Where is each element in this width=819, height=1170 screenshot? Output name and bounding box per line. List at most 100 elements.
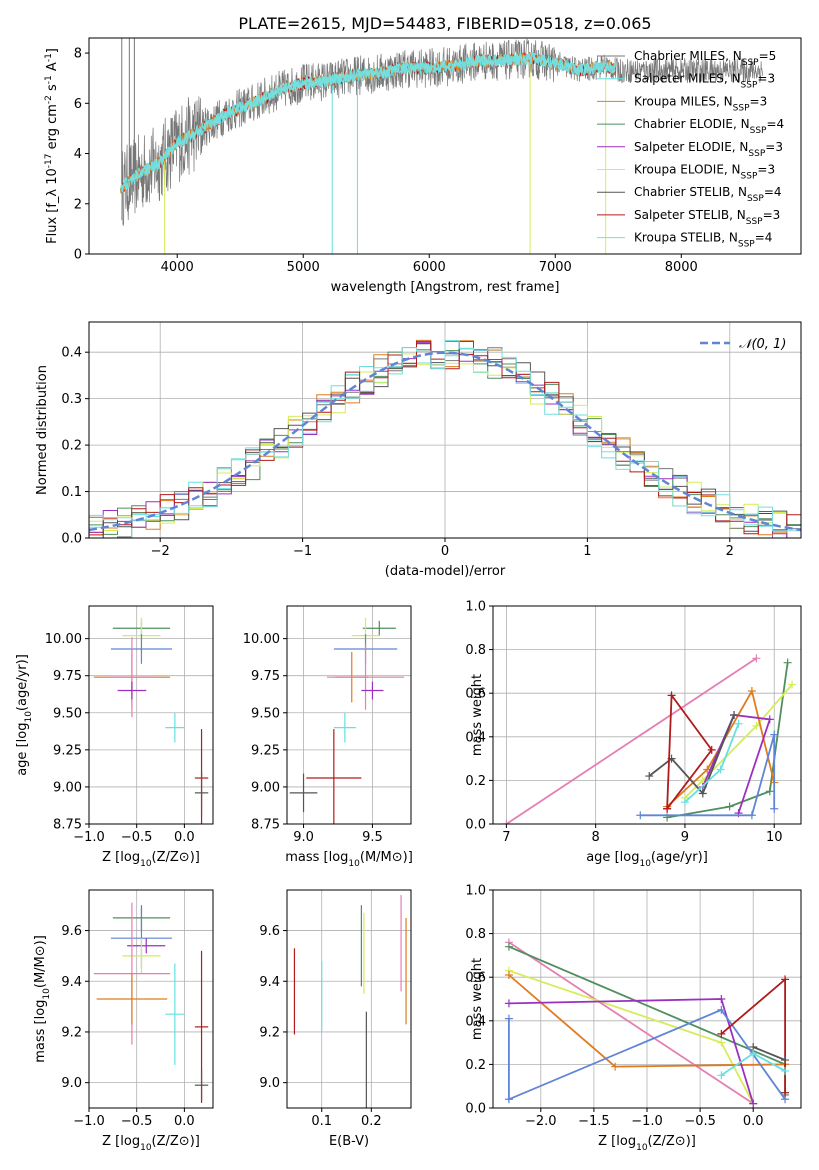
mass_weight_vs_age-marker-kroupa_miles-2 xyxy=(747,687,756,696)
mass_vs_Z-xlabel: Z [log10(Z/Z⊙)] xyxy=(102,1134,200,1153)
mass_weight_vs_age-panel: 7 8 9 10 0.0 0.2 0.4 0.6 0.8 1.0 age [log10(age/yr… xyxy=(465,600,802,869)
residuals-xtick-label-1: −1 xyxy=(293,544,312,559)
mass_vs_Z-ytick-label-2: 9.4 xyxy=(61,975,82,990)
mass_vs_ebv-ytick-label-0: 9.0 xyxy=(259,1076,280,1091)
residuals-ytick-label-0: 0.0 xyxy=(61,532,82,547)
spectrum-legend-label-7: Salpeter STELIB, NSSP=3 xyxy=(634,208,780,227)
spectrum-legend-label-8: Kroupa STELIB, NSSP=4 xyxy=(634,231,772,250)
age_vs_mass-ytick-label-5: 10.00 xyxy=(243,632,280,647)
mass_weight_vs_age-ytick-label-4: 0.8 xyxy=(465,643,486,658)
residuals-xlabel: (data-model)/error xyxy=(385,564,506,579)
mass_weight_vs_Z-ytick-label-4: 0.8 xyxy=(465,927,486,942)
mass_vs_ebv-ytick-label-1: 9.2 xyxy=(259,1025,280,1040)
spectrum-ytick-label-3: 6 xyxy=(74,97,82,112)
mass_weight_vs_age-frame xyxy=(492,605,802,825)
age_vs_mass-ytick-label-4: 9.75 xyxy=(251,669,280,684)
mass_vs_ebv-xtick-label-0: 0.1 xyxy=(311,1114,332,1129)
mass_weight_vs_Z-xtick-label-3: −0.5 xyxy=(684,1114,716,1129)
spectrum-ylabel: Flux [f_λ 10-17 erg cm-2 s-1 A-1] xyxy=(44,48,60,244)
mass_weight_vs_age-xtick-label-3: 10 xyxy=(766,830,783,845)
mass_weight_vs_Z-ytick-label-1: 0.2 xyxy=(465,1058,486,1073)
mass_weight_vs_age-marker-salpeter_stelib-1 xyxy=(667,691,676,700)
mass_weight_vs_age-plot-area xyxy=(502,654,797,824)
age_vs_mass-xtick-label-1: 9.5 xyxy=(362,830,383,845)
mass_vs_ebv-ytick-label-3: 9.6 xyxy=(259,924,280,939)
mass_weight_vs_Z-xlabel: Z [log10(Z/Z⊙)] xyxy=(598,1134,696,1153)
mass_weight_vs_Z-marker-salpeter_miles-2 xyxy=(781,1066,790,1075)
mass_weight_vs_Z-marker-chabrier_stelib-1 xyxy=(781,1056,790,1065)
mass_weight_vs_Z-ytick-label-0: 0.0 xyxy=(465,1102,486,1117)
age_vs_mass-frame xyxy=(286,605,412,825)
mass_weight_vs_Z-marker-blue-2 xyxy=(717,1005,726,1014)
age_vs_mass-xtick-label-0: 9.0 xyxy=(293,830,314,845)
mass_weight_vs_age-xtick-label-0: 7 xyxy=(502,830,510,845)
mass_weight_vs_age-line-blue xyxy=(640,734,776,817)
residuals-ytick-label-3: 0.3 xyxy=(61,392,82,407)
mass_vs_Z-ylabel: mass [log10(M/M⊙)] xyxy=(33,935,52,1063)
mass_weight_vs_age-marker-chabrier_stelib-3 xyxy=(730,711,739,719)
age_vs_mass-ytick-label-1: 9.00 xyxy=(251,780,280,795)
mass_vs_Z-panel: −1.0 −0.5 0.0 9.0 9.2 9.4 9.6 Z [log10(Z/Z⊙)] ma… xyxy=(33,889,214,1153)
spectrum-ytick-label-0: 0 xyxy=(74,248,82,263)
mass_weight_vs_age-marker-chabrier_stelib-0 xyxy=(645,772,654,781)
residuals-xtick-label-0: −2 xyxy=(151,544,170,559)
residuals-plot-area xyxy=(89,339,801,538)
age_vs_Z-xtick-label-2: 0.0 xyxy=(174,830,195,845)
spectrum-model-kroupa_stelib xyxy=(120,51,616,193)
spectrum-legend-label-5: Kroupa ELODIE, NSSP=3 xyxy=(634,163,775,182)
age_vs_mass-ytick-label-2: 9.25 xyxy=(251,743,280,758)
mass_weight_vs_Z-xtick-label-1: −1.5 xyxy=(578,1114,610,1129)
mass_weight_vs_age-marker-kroupa_elodie-2 xyxy=(752,721,761,730)
residuals-hist-kroupa_stelib xyxy=(89,340,801,532)
mass_weight_vs_age-marker-chabrier_elodie-1 xyxy=(725,802,734,811)
mass_vs_Z-frame xyxy=(88,889,214,1109)
mass_weight_vs_Z-marker-salpeter_stelib-0 xyxy=(717,1029,726,1038)
age_vs_Z-frame xyxy=(88,605,214,825)
mass_weight_vs_age-marker-blue-2 xyxy=(770,730,779,739)
spectrum-legend-label-4: Salpeter ELODIE, NSSP=3 xyxy=(634,140,783,159)
mass_weight_vs_age-marker-pink-0 xyxy=(502,820,511,824)
mass_weight_vs_age-marker-blue-0 xyxy=(636,811,645,820)
residuals-panel: −2 −1 0 1 2 0.0 0.1 0.2 0.3 0.4 (data-model)/error… xyxy=(35,321,802,579)
spectrum-legend-label-1: Salpeter MILES, NSSP=3 xyxy=(634,72,775,91)
mass_weight_vs_Z-ytick-label-3: 0.6 xyxy=(465,971,486,986)
mass_weight_vs_age-ytick-label-3: 0.6 xyxy=(465,687,486,702)
residuals-xtick-label-2: 0 xyxy=(441,544,449,559)
mass_weight_vs_age-ytick-label-2: 0.4 xyxy=(465,730,486,745)
age_vs_Z-ytick-label-1: 9.00 xyxy=(53,780,82,795)
mass_weight_vs_Z-line-chabrier_stelib xyxy=(752,1046,786,1061)
age_vs_mass-plot-area xyxy=(289,617,405,824)
mass_weight_vs_age-marker-chabrier_elodie-2 xyxy=(765,787,774,796)
residuals-ylabel: Normed distribution xyxy=(35,365,50,495)
mass_weight_vs_Z-marker-kroupa_elodie-1 xyxy=(717,1038,726,1047)
age_vs_Z-ytick-label-2: 9.25 xyxy=(53,743,82,758)
mass_weight_vs_age-ytick-label-5: 1.0 xyxy=(465,600,486,615)
mass_vs_Z-plot-area xyxy=(93,902,209,1103)
spectrum-data-line xyxy=(121,38,764,226)
age_vs_mass-panel: 9.0 9.5 8.75 9.00 9.25 9.50 9.75 10.00 mass [log… xyxy=(243,605,413,869)
residuals-ytick-label-2: 0.2 xyxy=(61,439,82,454)
mass_weight_vs_age-marker-salpeter_elodie-2 xyxy=(765,715,774,724)
mass_weight_vs_Z-marker-salpeter_miles-1 xyxy=(749,1049,758,1058)
mass_weight_vs_age-line-salpeter_stelib xyxy=(666,692,713,810)
spectrum-legend-label-2: Kroupa MILES, NSSP=3 xyxy=(634,94,767,113)
spectrum-xlabel: wavelength [Angstrom, rest frame] xyxy=(331,280,560,295)
mass_weight_vs_age-marker-kroupa_elodie-3 xyxy=(788,680,797,689)
mass_vs_Z-xtick-label-2: 0.0 xyxy=(174,1114,195,1129)
mass_vs_ebv-ytick-label-2: 9.4 xyxy=(259,975,280,990)
figure-title: PLATE=2615, MJD=54483, FIBERID=0518, z=0… xyxy=(238,14,651,33)
mass_vs_Z-xtick-label-0: −1.0 xyxy=(73,1114,105,1129)
residuals-ytick-label-1: 0.1 xyxy=(61,485,82,500)
mass_vs_ebv-xlabel: E(B-V) xyxy=(329,1134,369,1149)
mass_weight_vs_age-line-pink xyxy=(505,657,757,824)
mass_weight_vs_age-marker-blue-3 xyxy=(770,804,779,813)
spectrum-ytick-label-2: 4 xyxy=(74,147,82,162)
mass_weight_vs_Z-ylabel: mass weight xyxy=(470,958,485,1040)
mass_weight_vs_Z-xtick-label-2: −1.0 xyxy=(631,1114,663,1129)
mass_weight_vs_age-marker-chabrier_elodie-3 xyxy=(783,658,792,667)
mass_weight_vs_Z-marker-kroupa_miles-0 xyxy=(504,971,513,980)
spectrum-panel: 4000 5000 6000 7000 8000 0 2 4 6 8 wavelength [Ang… xyxy=(44,37,802,295)
residuals-ytick-label-4: 0.4 xyxy=(61,346,82,361)
mass_vs_Z-ytick-label-3: 9.6 xyxy=(61,924,82,939)
